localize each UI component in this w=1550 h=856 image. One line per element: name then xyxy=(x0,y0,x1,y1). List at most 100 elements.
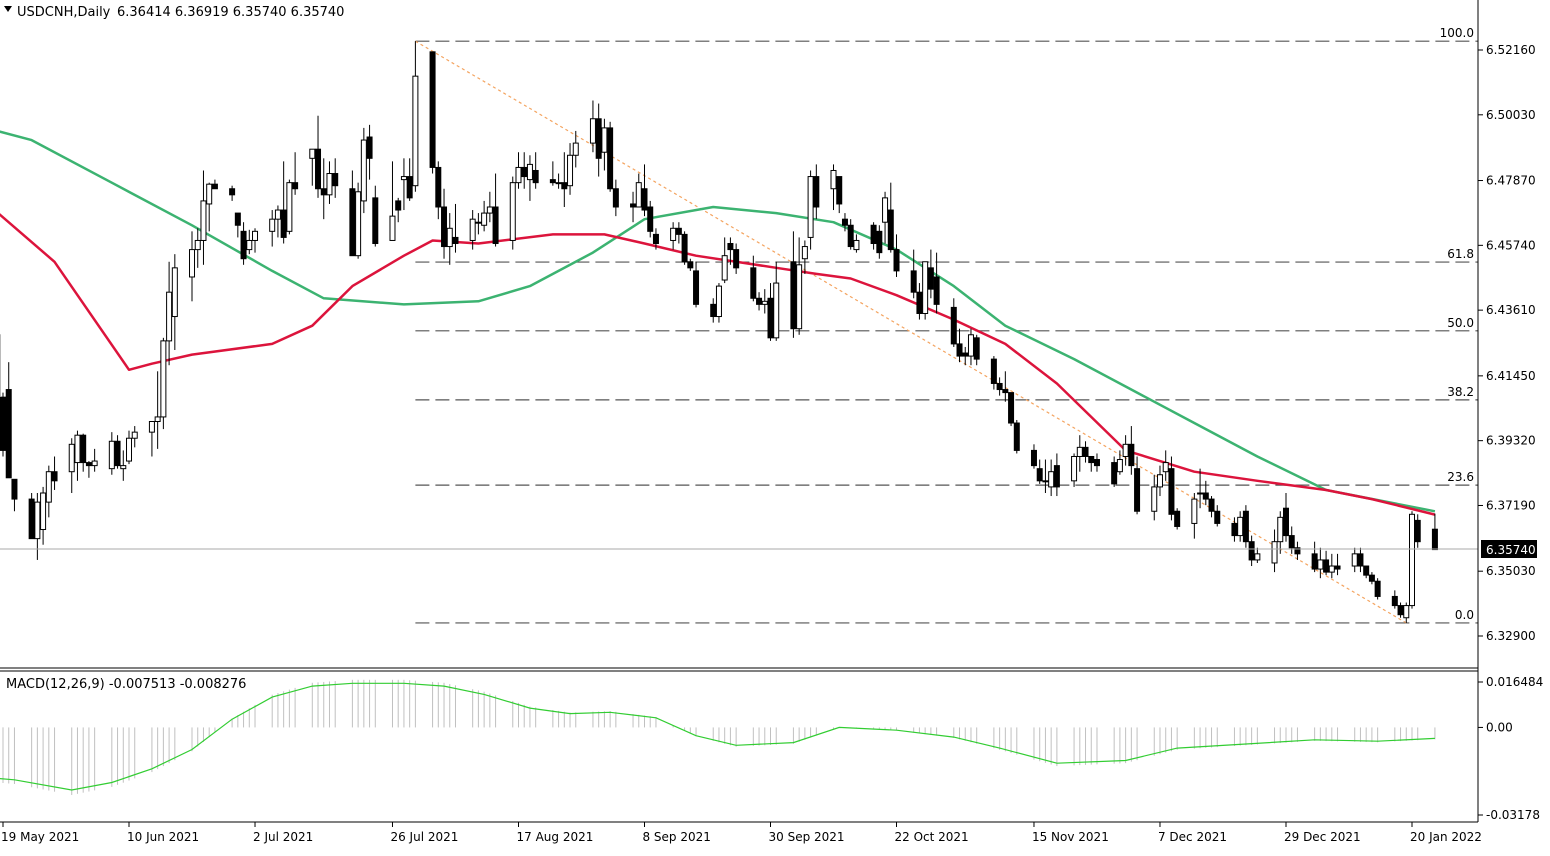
candle xyxy=(630,191,637,223)
candle xyxy=(830,164,837,211)
date-tick-label: 20 Jan 2022 xyxy=(1410,830,1482,844)
candle xyxy=(475,213,482,235)
candle xyxy=(841,213,848,232)
candle-body xyxy=(1311,553,1318,570)
price-axis[interactable]: 6.52160 6.50030 6.47870 6.45740 6.43610 6.414… xyxy=(1478,43,1536,643)
candle-body xyxy=(51,471,58,482)
candle-body xyxy=(1282,507,1289,537)
candle-body xyxy=(1248,541,1255,561)
date-tick-label: 26 Jul 2021 xyxy=(390,830,458,844)
candle-body xyxy=(252,230,259,241)
candle xyxy=(882,191,889,244)
candle-body xyxy=(292,182,299,190)
candle xyxy=(1317,547,1324,579)
candle-body xyxy=(675,227,682,235)
candle xyxy=(1168,456,1175,521)
candle xyxy=(360,127,367,214)
candle xyxy=(950,298,957,347)
date-tick-label: 29 Dec 2021 xyxy=(1284,830,1361,844)
fib-level-label: 0.0 xyxy=(1455,608,1474,622)
candle xyxy=(962,346,969,366)
candle-body xyxy=(1013,422,1020,451)
candle xyxy=(1271,529,1278,573)
candle-body xyxy=(154,416,161,422)
candle xyxy=(756,292,763,311)
candle-body xyxy=(85,462,92,467)
candle-body xyxy=(687,261,694,269)
candle-body xyxy=(349,188,356,257)
candle xyxy=(154,371,161,449)
candle xyxy=(148,420,155,457)
candle-body xyxy=(761,300,768,305)
fib-level-label: 38.2 xyxy=(1447,385,1474,399)
candle-body xyxy=(1197,492,1204,495)
candle-body xyxy=(435,166,442,208)
candle-body xyxy=(315,148,322,190)
candle-body xyxy=(452,236,459,245)
candle xyxy=(400,158,407,211)
candle xyxy=(5,362,12,479)
candle-body xyxy=(635,182,642,208)
fibonacci-levels[interactable]: 100.0 61.8 50.0 38.2 23.6 0.0 xyxy=(415,26,1478,624)
candle-body xyxy=(74,434,81,464)
price-tick-label: 6.32900 xyxy=(1486,629,1536,643)
candle-body xyxy=(1002,389,1009,394)
candle xyxy=(996,377,1003,396)
candle xyxy=(85,461,92,478)
candle-body xyxy=(1030,449,1037,467)
candle xyxy=(532,152,539,189)
candle xyxy=(274,205,281,238)
current-price-label: 6.35740 xyxy=(1486,543,1536,557)
candle-body xyxy=(481,212,488,226)
candle xyxy=(171,254,178,350)
candle xyxy=(320,158,327,220)
candle xyxy=(40,486,47,545)
candle-body xyxy=(189,249,196,278)
candle-body xyxy=(1391,595,1398,607)
candle-body xyxy=(1042,480,1049,483)
candle-body xyxy=(194,239,201,251)
candle-body xyxy=(756,297,763,305)
date-tick-label: 7 Dec 2021 xyxy=(1158,830,1227,844)
candle xyxy=(412,41,419,192)
candle xyxy=(189,231,196,302)
candle xyxy=(1403,602,1410,623)
price-tick-label: 6.37190 xyxy=(1486,498,1536,512)
candle xyxy=(876,225,883,259)
candle-body xyxy=(893,249,900,272)
candle-body xyxy=(1237,516,1244,537)
candle xyxy=(309,148,316,186)
candle xyxy=(652,228,659,250)
candle-body xyxy=(647,206,654,232)
price-tick-label: 6.43610 xyxy=(1486,303,1536,317)
candle xyxy=(1048,459,1055,497)
candle xyxy=(1093,453,1100,472)
ma-fast-line xyxy=(0,213,1436,516)
date-axis[interactable]: 19 May 2021 10 Jun 2021 2 Jul 2021 26 Jul 2… xyxy=(1,822,1482,844)
candle-body xyxy=(34,501,41,540)
candle-body xyxy=(1231,522,1238,537)
candle xyxy=(675,222,682,244)
candle xyxy=(74,430,81,481)
candle-body xyxy=(1328,565,1335,573)
candle-body xyxy=(750,267,757,299)
symbol-menu-triangle-icon[interactable] xyxy=(4,6,12,12)
candle-body xyxy=(406,176,413,199)
candle xyxy=(1128,426,1135,475)
candle xyxy=(767,283,774,341)
candle xyxy=(269,210,276,247)
candle xyxy=(555,173,562,189)
candle xyxy=(1082,441,1089,463)
candle xyxy=(406,158,413,201)
candle-body xyxy=(796,264,803,330)
candle-body xyxy=(166,291,173,342)
candle xyxy=(234,212,241,238)
candle-body xyxy=(601,127,608,153)
candle xyxy=(1036,459,1043,484)
candle xyxy=(927,249,934,299)
candle-body xyxy=(1082,446,1089,457)
candle xyxy=(526,155,533,201)
candle xyxy=(206,182,213,232)
candle xyxy=(973,334,980,366)
